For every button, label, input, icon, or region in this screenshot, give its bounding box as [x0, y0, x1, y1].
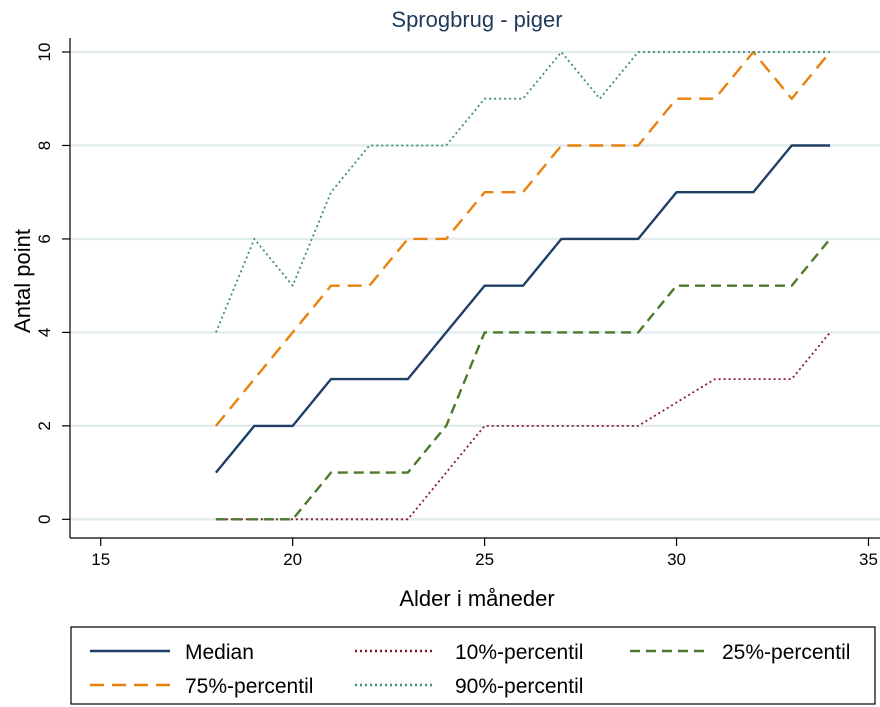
y-tick-label-0: 0: [35, 515, 54, 524]
y-tick-label-4: 8: [35, 141, 54, 150]
series-line-2: [215, 238, 832, 521]
y-tick-label-5: 10: [35, 43, 54, 62]
legend-label-4: 90%-percentil: [455, 675, 583, 698]
series-line-0: [214, 144, 831, 474]
series-line-3: [214, 50, 832, 427]
legend-label-1: 10%-percentil: [455, 641, 583, 664]
legend: Median 10%-percentil 25%-percentil 75%-perc…: [70, 626, 876, 705]
chart-title: Sprogbrug - piger: [391, 7, 562, 32]
legend-label-3: 75%-percentil: [185, 675, 313, 698]
x-tick-label-3: 30: [667, 550, 686, 569]
legend-box: [70, 626, 876, 705]
series-layer: [214, 50, 832, 521]
series-line-1: [215, 331, 831, 521]
axes: 15 20 25 30 35 0 2 4 6 8 10: [35, 38, 880, 569]
gridlines: [70, 50, 880, 521]
y-tick-label-1: 2: [35, 421, 54, 430]
legend-label-2: 25%-percentil: [722, 641, 850, 664]
legend-label-0: Median: [185, 641, 254, 664]
x-axis-label: Alder i måneder: [399, 586, 554, 611]
y-tick-label-2: 4: [35, 328, 54, 337]
x-tick-label-0: 15: [91, 550, 110, 569]
x-tick-label-4: 35: [859, 550, 878, 569]
x-tick-label-2: 25: [475, 550, 494, 569]
y-axis-label: Antal point: [10, 229, 35, 333]
x-tick-label-1: 20: [283, 550, 302, 569]
y-tick-label-3: 6: [35, 234, 54, 243]
